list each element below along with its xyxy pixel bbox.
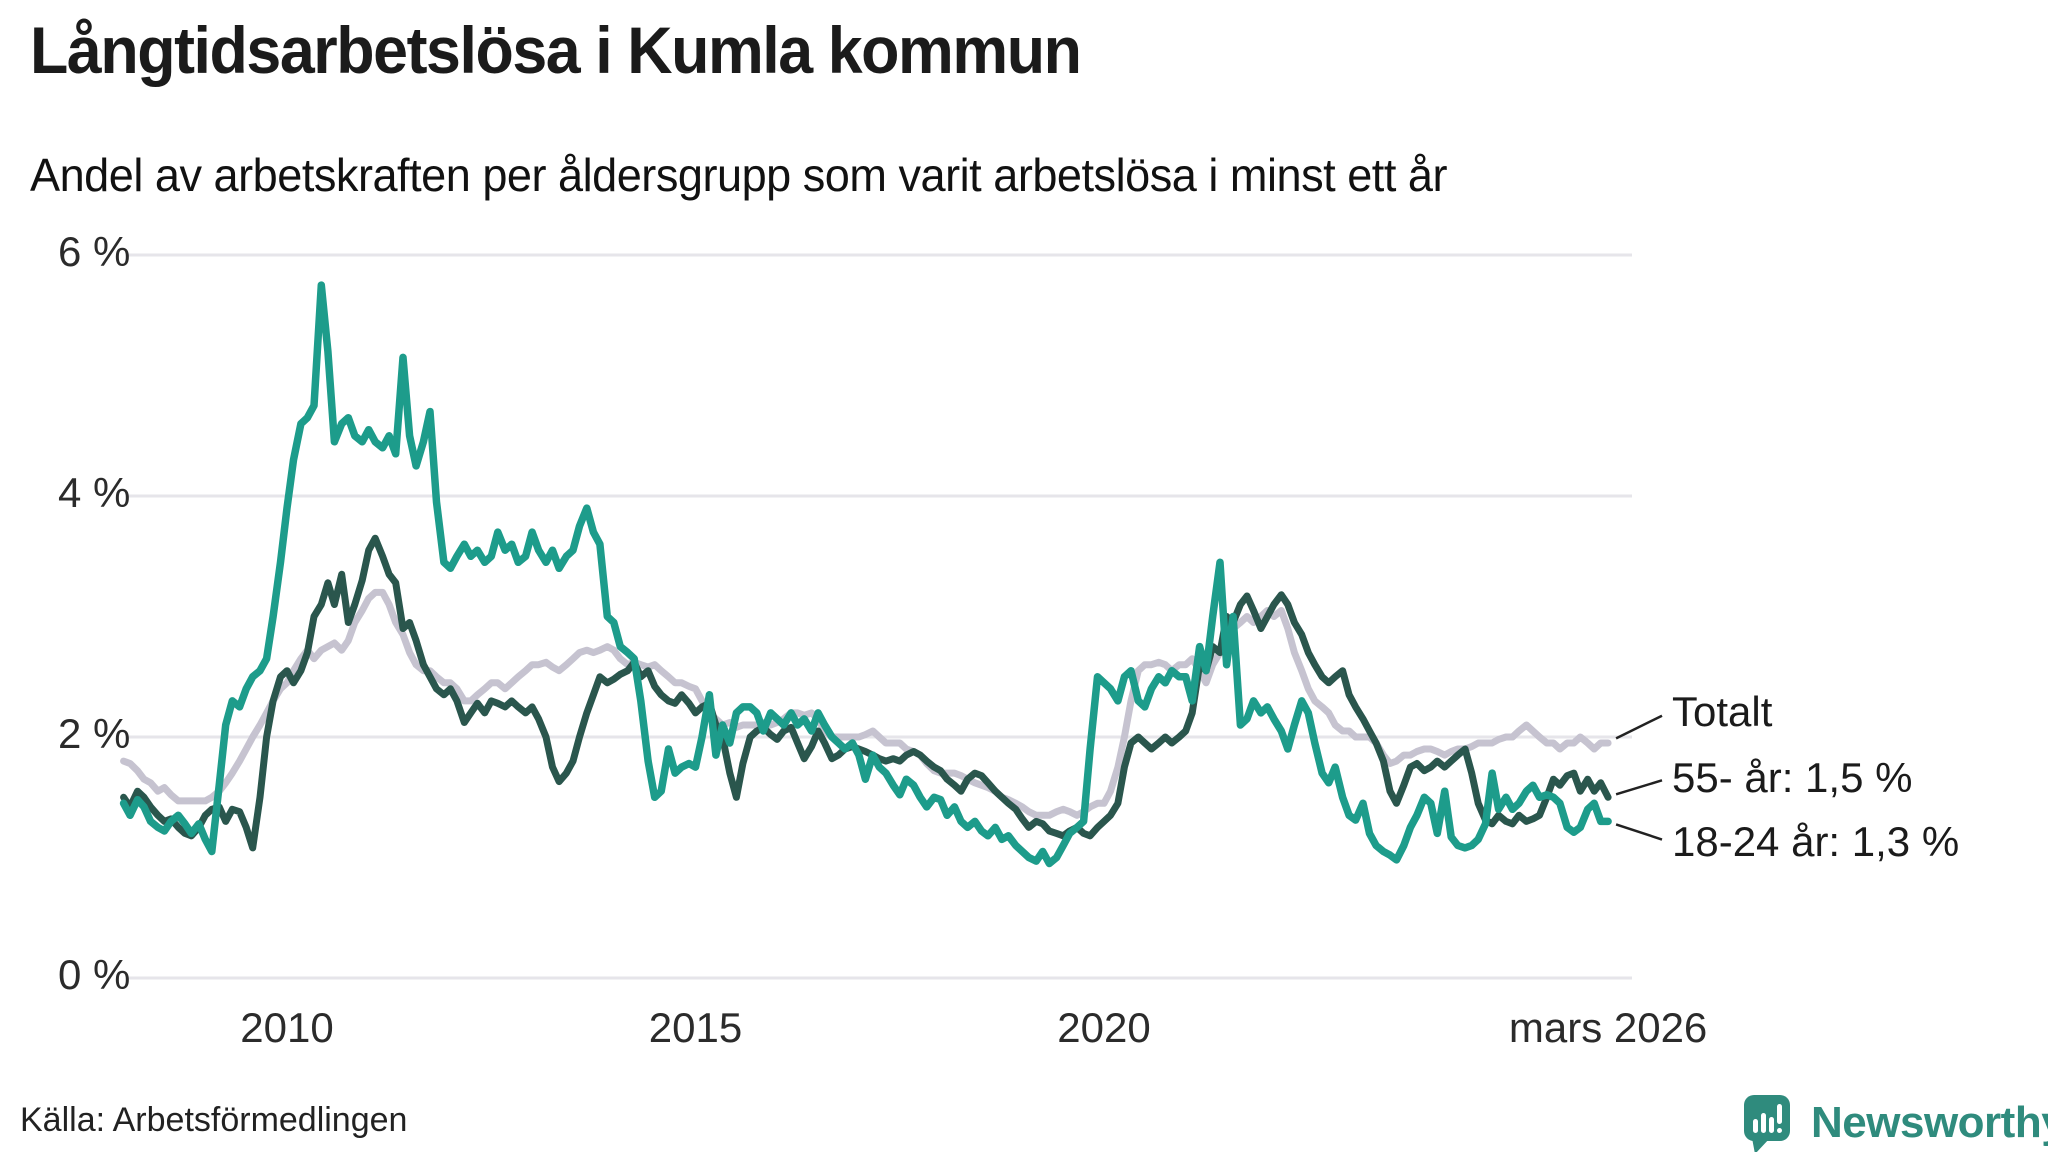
x-tick-label-2010: 2010 — [240, 1004, 334, 1051]
source-note: Källa: Arbetsförmedlingen — [20, 1101, 408, 1139]
x-tick-label-2015: 2015 — [648, 1004, 743, 1051]
series-line-55--år — [120, 534, 1612, 852]
series-end-label-55--år: 55- år: 1,5 % — [1672, 754, 1913, 801]
y-tick-label-4: 4 % — [58, 469, 131, 516]
newsworthy-logo-icon — [1744, 1095, 1790, 1152]
x-tick-label-mars-2026: mars 2026 — [1508, 1004, 1708, 1051]
y-tick-label-0: 0 % — [58, 951, 131, 998]
logo-bar-1 — [1753, 1119, 1758, 1133]
y-tick-label-6: 6 % — [58, 228, 131, 275]
logo-exclamation-bar — [1777, 1104, 1782, 1124]
end-label-connector-18-24-år — [1615, 823, 1663, 841]
series-line-18-24-år — [119, 281, 1612, 868]
series-end-label-18-24-år: 18-24 år: 1,3 % — [1672, 818, 1960, 865]
page-title: Långtidsarbetslösa i Kumla kommun — [30, 13, 1082, 87]
series-line-Totalt — [120, 588, 1612, 819]
series-end-label-Totalt: Totalt — [1672, 688, 1773, 735]
newsworthy-logo-text: Newsworthy — [1811, 1098, 2048, 1147]
logo-bar-3 — [1769, 1117, 1774, 1133]
logo-exclamation-dot — [1777, 1128, 1782, 1133]
logo-bar-2 — [1761, 1113, 1766, 1133]
page-subtitle: Andel av arbetskraften per åldersgrupp s… — [30, 149, 1448, 201]
end-label-connector-Totalt — [1615, 714, 1663, 740]
newsworthy-logo: Newsworthy — [1743, 1094, 2048, 1152]
end-label-connector-55--år — [1615, 779, 1663, 796]
x-tick-label-2020: 2020 — [1057, 1004, 1151, 1051]
y-tick-label-2: 2 % — [58, 710, 131, 757]
